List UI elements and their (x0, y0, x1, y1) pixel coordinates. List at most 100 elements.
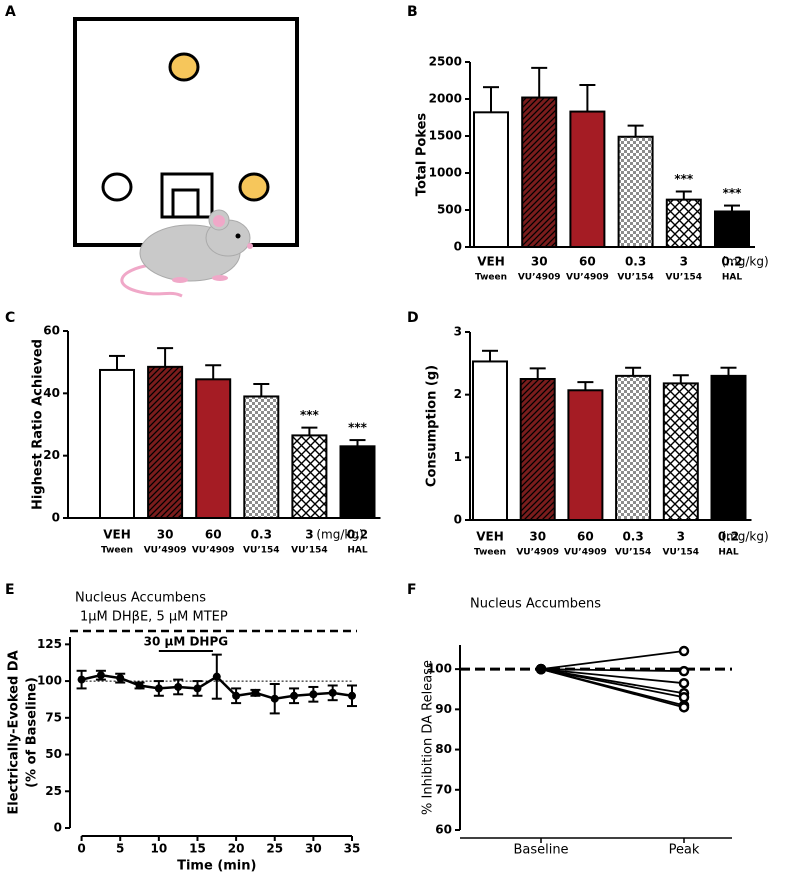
x-tick-sublabel: HAL (347, 546, 367, 556)
x-tick-sublabel: Tween (101, 546, 133, 556)
mouse-nose (247, 243, 253, 249)
y-tick-label: 70 (435, 782, 452, 796)
x-tick-sublabel: HAL (722, 273, 742, 283)
y-tick-label: 100 (427, 662, 452, 676)
bar (339, 445, 376, 520)
data-point (174, 682, 183, 691)
bar (617, 135, 654, 249)
x-tick-sublabel: VU’4909 (516, 548, 559, 558)
y-tick-label: 80 (435, 742, 452, 756)
bar (99, 368, 135, 520)
bar (662, 382, 699, 521)
panel-letter: F (407, 582, 417, 598)
x-tick-label: 0.3 (251, 528, 272, 542)
port (168, 52, 200, 82)
x-tick-label: 5 (116, 842, 124, 856)
x-tick-label: 30 (529, 530, 546, 544)
x-tick-sublabel: Tween (475, 273, 507, 283)
significance-label: *** (674, 172, 694, 186)
port (238, 172, 270, 202)
y-tick-label: 1500 (429, 129, 462, 143)
x-tick-label: 3 (680, 255, 688, 269)
x-tick-sublabel: VU’154 (666, 273, 702, 283)
panel-letter: A (5, 4, 16, 20)
panel-letter: B (407, 4, 418, 20)
y-tick-label: 60 (435, 823, 452, 837)
bar (665, 198, 702, 248)
x-tick-sublabel: VU’154 (243, 546, 279, 556)
mouse-foot (212, 275, 228, 281)
x-tick-label: 30 (305, 842, 322, 856)
x-tick-label: 15 (189, 842, 206, 856)
y-tick-label: 25 (45, 784, 62, 798)
x-tick-label: VEH (476, 530, 504, 544)
panel-title: Nucleus Accumbens (470, 597, 601, 612)
bar (472, 360, 508, 521)
x-tick-label: 60 (577, 530, 594, 544)
data-point (678, 677, 690, 689)
bar (615, 374, 652, 521)
data-point (348, 691, 356, 700)
y-tick-label: 20 (43, 448, 60, 462)
y-tick-label: 2 (454, 387, 462, 401)
magazine-inner (171, 188, 200, 219)
y-axis-label: (% of Baseline) (25, 677, 40, 788)
data-line (540, 668, 685, 673)
data-point (251, 688, 260, 697)
x-tick-label: 30 (157, 528, 174, 542)
x-tick-label: 0.3 (625, 255, 646, 269)
x-tick-label: 60 (579, 255, 596, 269)
x-tick-label: 25 (266, 842, 283, 856)
data-line (540, 668, 685, 685)
y-tick-label: 1000 (429, 166, 462, 180)
mouse-tail (120, 263, 183, 298)
y-axis-label: Total Pokes (415, 113, 430, 197)
x-tick-label: 0.3 (622, 530, 643, 544)
x-tick-label: Baseline (513, 843, 568, 858)
x-tick-sublabel: VU’4909 (518, 273, 561, 283)
bar (243, 395, 280, 520)
x-tick-label: 35 (344, 842, 361, 856)
x-tick-sublabel: VU’154 (663, 548, 699, 558)
x-tick-label: VEH (477, 255, 505, 269)
data-point (193, 684, 202, 693)
mouse-eye (235, 233, 241, 239)
y-axis-label: Electrically-Evoked DA (7, 650, 22, 814)
x-tick-label: 0 (77, 842, 85, 856)
x-tick-sublabel: VU’4909 (192, 546, 235, 556)
bar (569, 110, 606, 248)
x-tick-label: VEH (103, 528, 131, 542)
bar (473, 111, 509, 248)
x-tick-label: 20 (228, 842, 245, 856)
unit-label: (mg/kg) (721, 530, 768, 544)
panel-letter: D (407, 310, 419, 326)
x-tick-label: 0.2 (347, 528, 368, 542)
unit-label: (mg/kg) (721, 255, 768, 269)
bar (291, 434, 328, 519)
y-tick-label: 40 (43, 386, 60, 400)
y-tick-label: 90 (435, 702, 452, 716)
bar (714, 210, 750, 248)
panel-letter: C (5, 310, 15, 326)
x-tick-label: 30 (531, 255, 548, 269)
unit-label: (mg/kg) (316, 528, 363, 542)
y-tick-label: 75 (45, 710, 62, 724)
y-axis-label: Highest Ratio Achieved (31, 339, 46, 510)
bar (710, 374, 747, 521)
y-tick-label: 2500 (429, 55, 462, 69)
x-tick-sublabel: VU’154 (615, 548, 651, 558)
significance-label: *** (723, 186, 743, 200)
bar (147, 365, 184, 520)
bar (521, 96, 558, 248)
y-tick-label: 125 (37, 637, 62, 651)
panel-letter: E (5, 582, 15, 598)
y-tick-label: 60 (43, 324, 60, 338)
x-tick-sublabel: VU’4909 (566, 273, 609, 283)
mouse-foot (172, 277, 188, 283)
data-point (535, 663, 547, 675)
data-point (678, 702, 690, 713)
data-line (540, 650, 685, 671)
maze-diagram (73, 17, 299, 298)
x-tick-sublabel: HAL (718, 548, 738, 558)
